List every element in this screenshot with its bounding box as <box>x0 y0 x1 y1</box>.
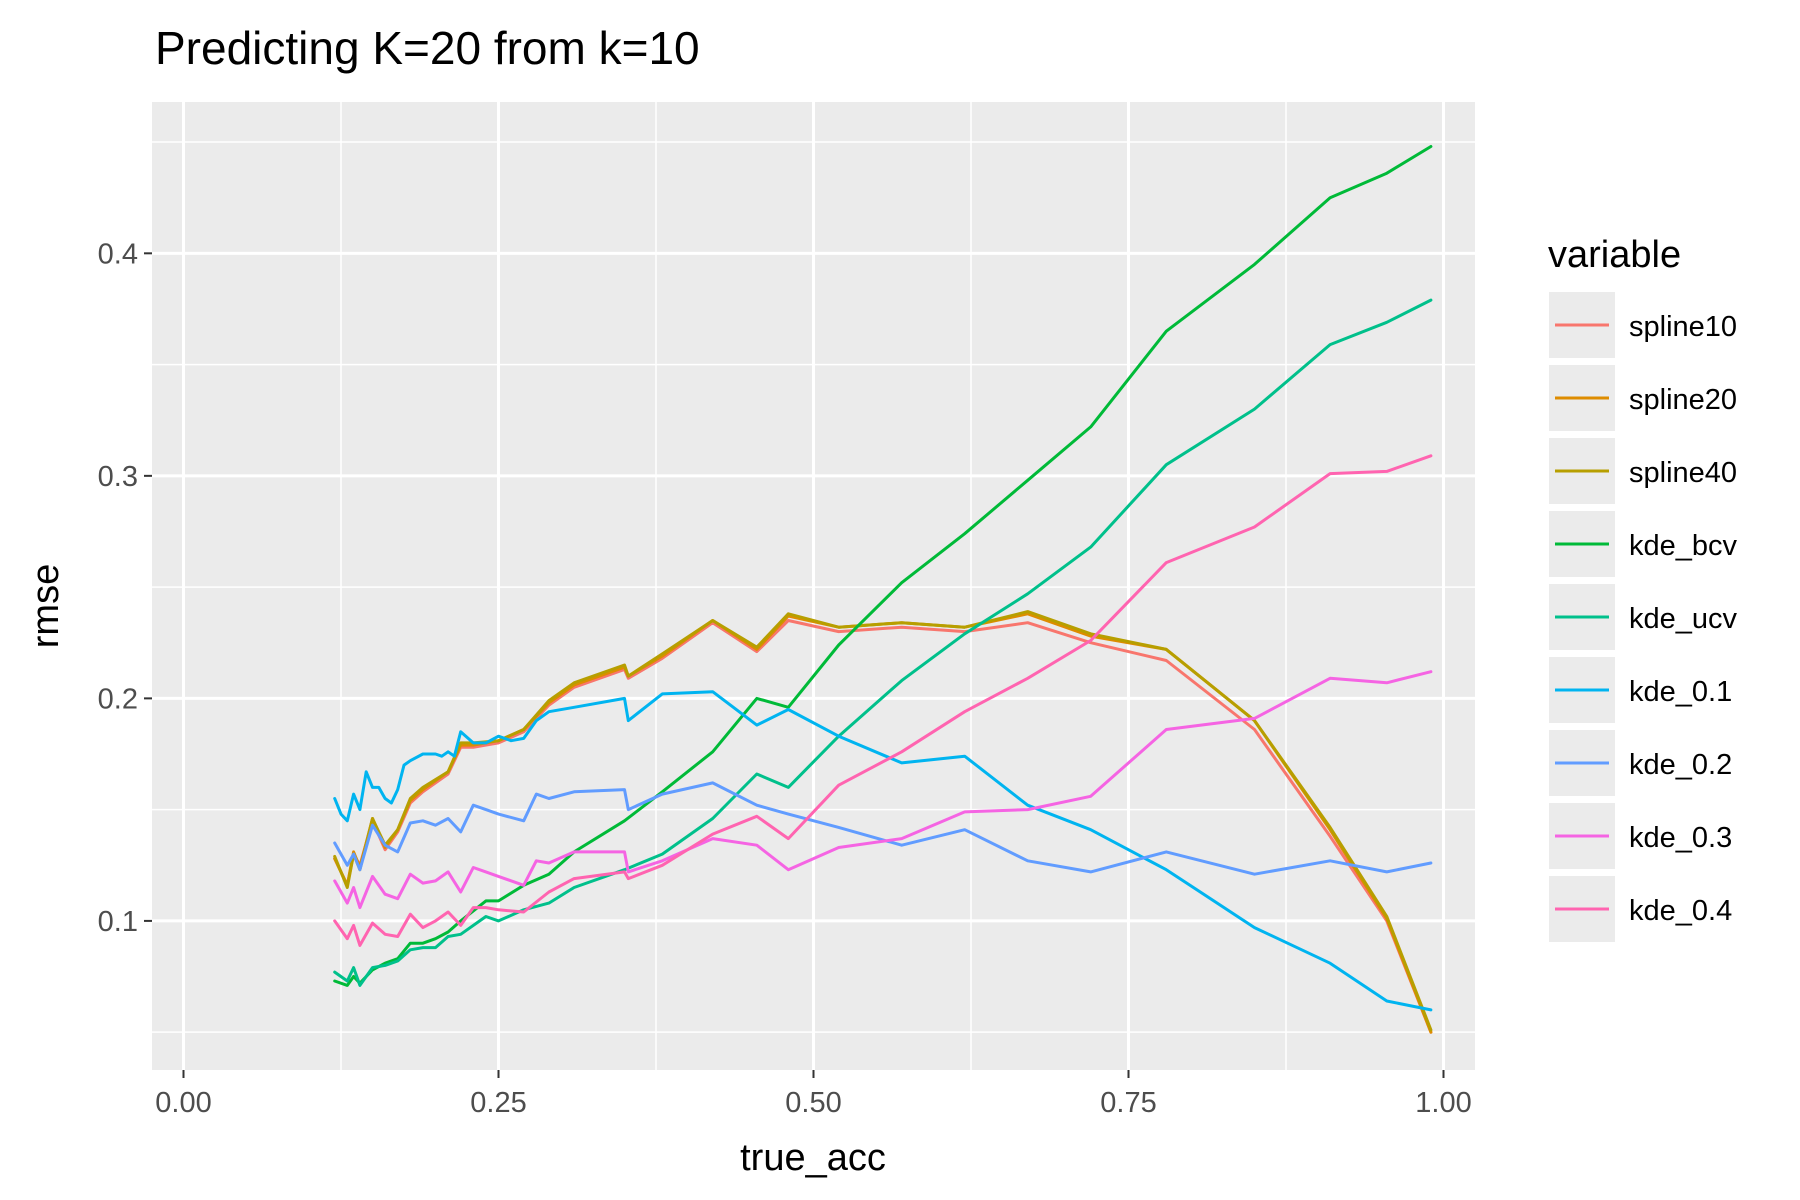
axis-ticks <box>144 252 1445 1078</box>
legend-title: variable <box>1548 234 1681 276</box>
series-line-spline40 <box>333 610 1433 1032</box>
legend-items: spline10 spline20 spline40 kde_bcv kde_ucvkd… <box>1549 292 1738 942</box>
series-line-kde-ucv <box>333 298 1433 987</box>
legend-label-spline40: spline40 <box>1629 457 1737 489</box>
series-line-kde-bcv <box>333 145 1433 987</box>
legend-label-spline20: spline20 <box>1629 384 1737 416</box>
y-tick-label: 0.3 <box>98 461 138 493</box>
y-tick-labels: 0.1 0.2 0.3 0.4 <box>98 238 138 938</box>
x-tick-label: 0.75 <box>1100 1087 1156 1119</box>
legend-label-kde-ucv: kde_ucv <box>1629 603 1738 635</box>
series-line-kde-0-2 <box>333 781 1433 876</box>
series-line-kde-0-4 <box>333 454 1433 947</box>
x-tick-label: 0.50 <box>785 1087 841 1119</box>
legend-label-kde-0-4: kde_0.4 <box>1629 895 1732 927</box>
y-tick-label: 0.2 <box>98 683 138 715</box>
legend-label-kde-0-2: kde_0.2 <box>1629 749 1732 781</box>
y-axis-title: rmse <box>25 564 67 648</box>
legend-label-kde-0-3: kde_0.3 <box>1629 822 1732 854</box>
x-tick-label: 1.00 <box>1415 1087 1471 1119</box>
x-axis-title: true_acc <box>740 1137 886 1179</box>
y-tick-label: 0.4 <box>98 238 138 270</box>
legend-label-spline10: spline10 <box>1629 311 1737 343</box>
legend: variable spline10 spline20 spline40 kde_bcv… <box>1548 234 1738 942</box>
series-line-kde-0-1 <box>333 690 1433 1012</box>
chart-title: Predicting K=20 from k=10 <box>155 22 700 74</box>
series-lines <box>333 145 1433 1034</box>
legend-label-kde-bcv: kde_bcv <box>1629 530 1738 562</box>
legend-label-kde-0-1: kde_0.1 <box>1629 676 1732 708</box>
x-tick-label: 0.25 <box>470 1087 526 1119</box>
x-tick-label: 0.00 <box>155 1087 211 1119</box>
series-line-kde-0-3 <box>333 670 1433 910</box>
x-tick-labels: 0.00 0.25 0.50 0.75 1.00 <box>155 1087 1471 1119</box>
y-tick-label: 0.1 <box>98 906 138 938</box>
